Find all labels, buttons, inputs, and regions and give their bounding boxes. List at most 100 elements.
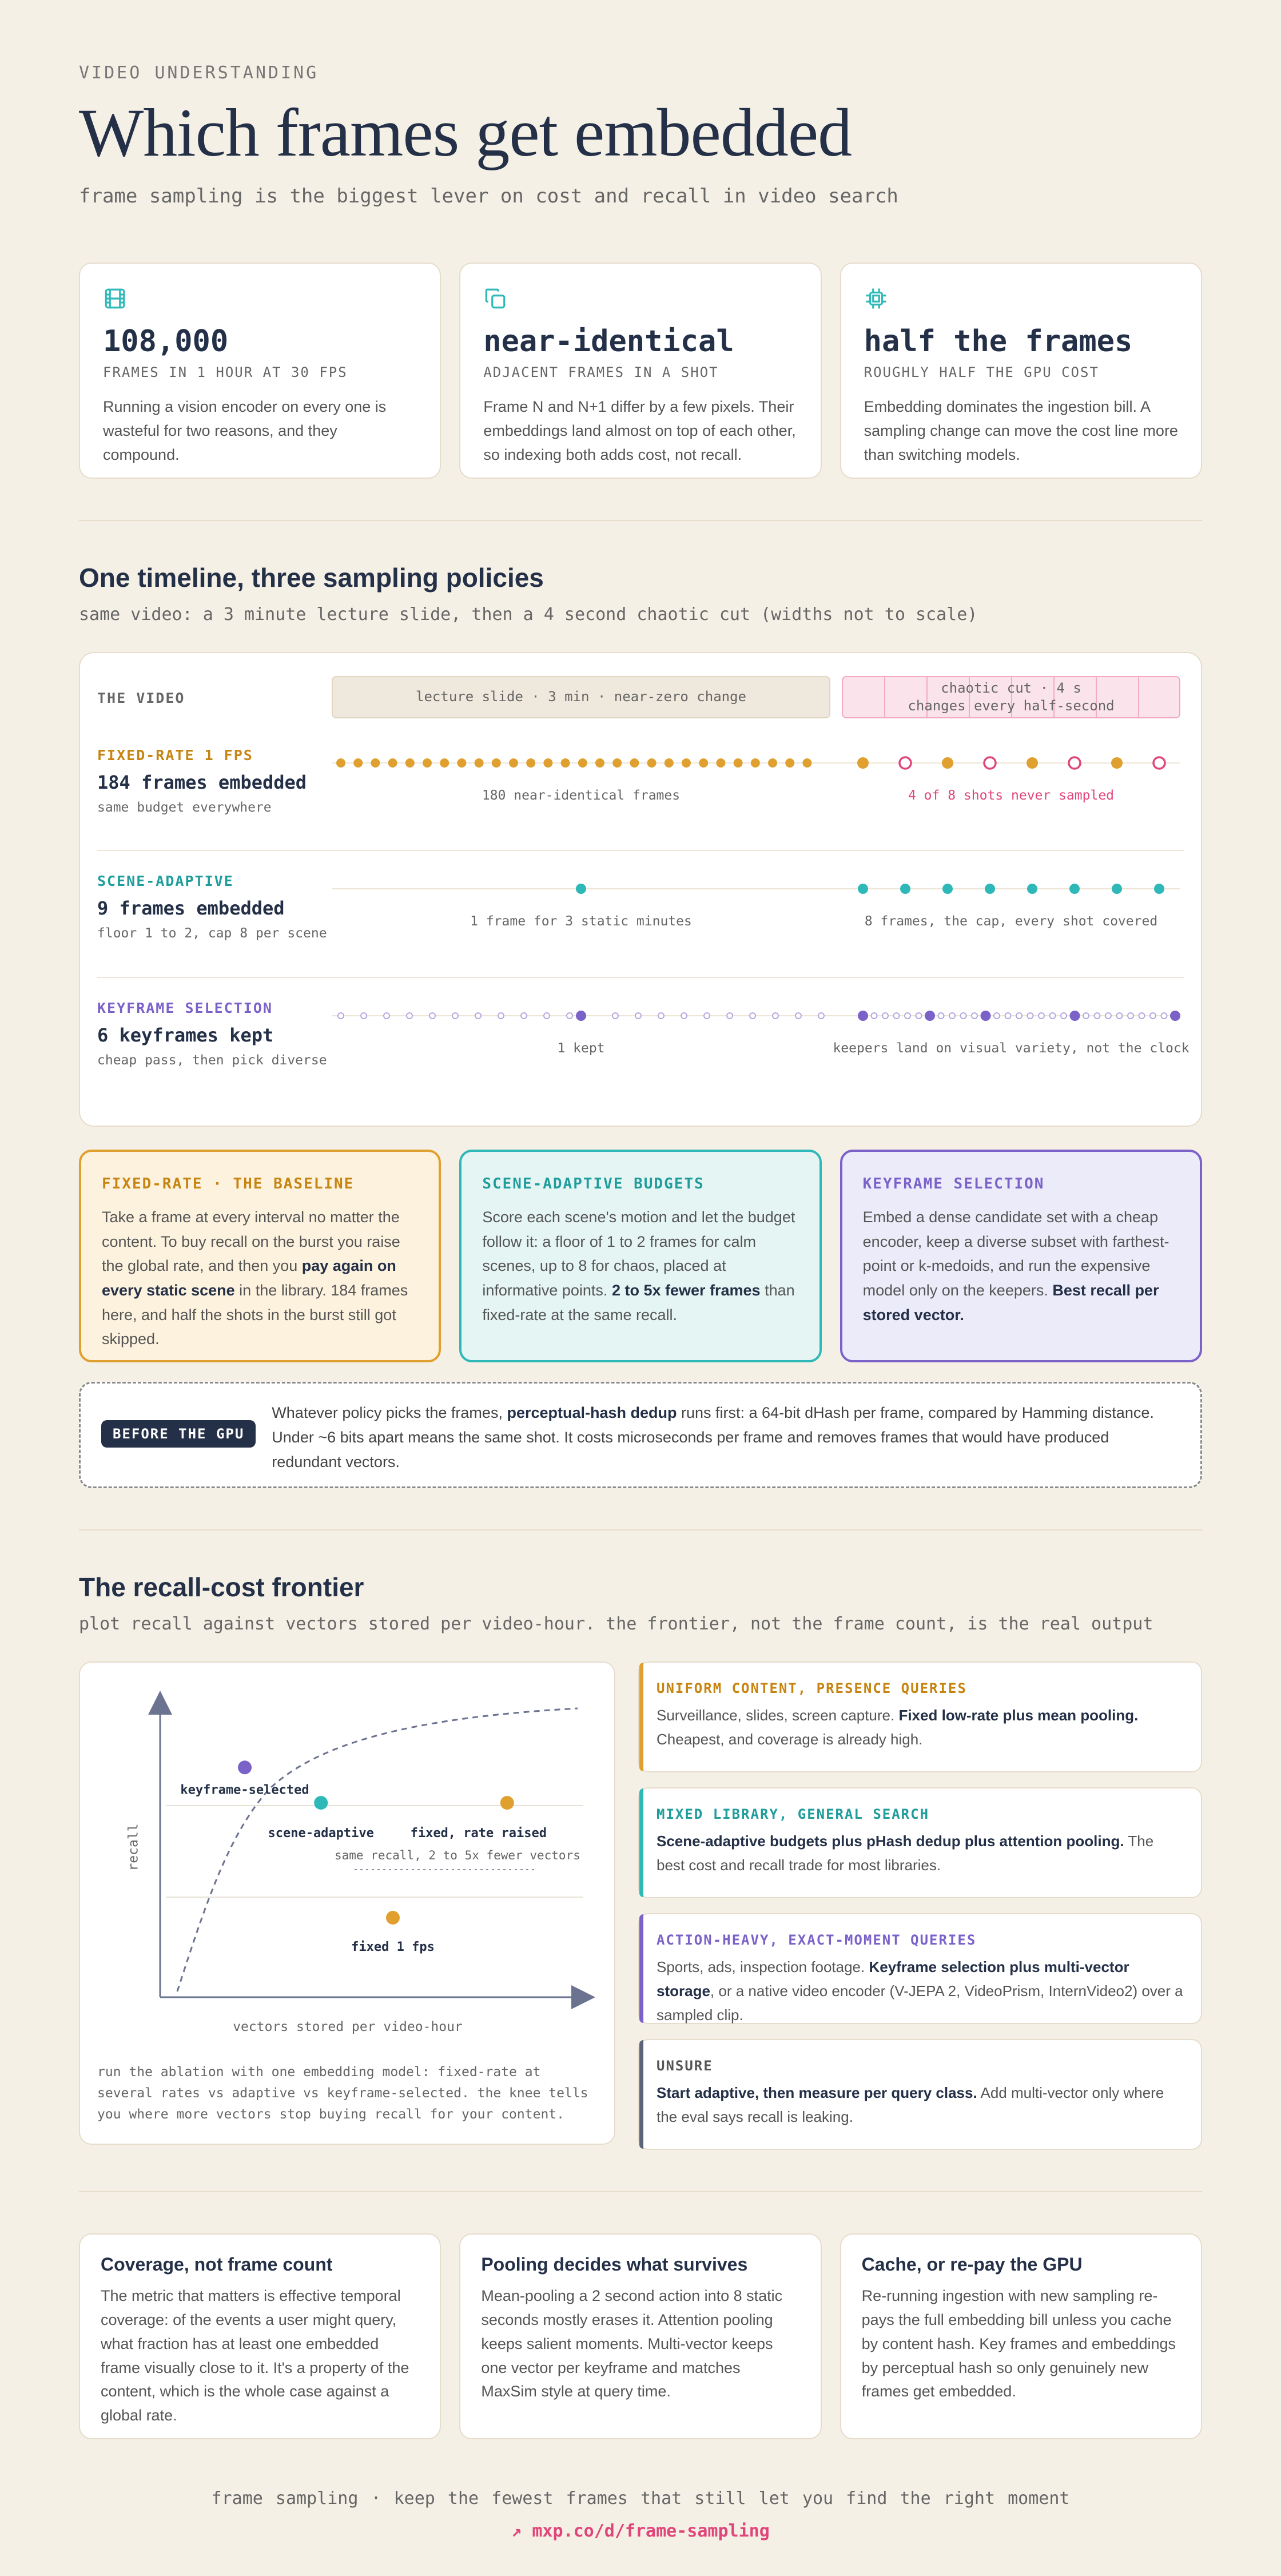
point-label: scene-adaptive	[268, 1826, 373, 1840]
candidate-frame	[971, 1012, 978, 1019]
info-card-text: The metric that matters is effective tem…	[101, 2287, 409, 2424]
timeline-caption: keepers land on visual variety, not the …	[833, 1041, 1190, 1056]
policy-cards: FIXED-RATE · THE BASELINE Take a frame a…	[79, 1150, 1202, 1362]
gpu-text-part: runs first: a 64-bit dHash per frame, co…	[272, 1404, 1154, 1471]
policy-card-scene: SCENE-ADAPTIVE BUDGETS Score each scene'…	[459, 1150, 822, 1362]
lecture-segment: lecture slide · 3 min · near-zero change	[332, 676, 830, 718]
info-card-title: Coverage, not frame count	[101, 2254, 333, 2275]
candidate-frame	[337, 1012, 344, 1019]
guide-text: Add multi-vector only where the eval say…	[657, 2084, 1164, 2125]
candidate-frame	[520, 1012, 527, 1019]
guide-emphasis: Keyframe selection plus multi-vector sto…	[657, 1958, 1129, 1999]
stat-text: Embedding dominates the ingestion bill. …	[864, 398, 1178, 463]
kept-keyframe	[925, 1011, 935, 1021]
bottom-cards: Coverage, not frame count The metric tha…	[79, 2233, 1202, 2439]
sampled-frame	[543, 758, 553, 768]
info-card-text: Mean-pooling a 2 second action into 8 st…	[481, 2287, 783, 2400]
sampled-frame	[440, 758, 449, 768]
stat-caption: ADJACENT FRAMES IN A SHOT	[483, 364, 719, 380]
candidate-frame	[1049, 1012, 1056, 1019]
footer-link[interactable]: ↗ mxp.co/d/frame-sampling	[511, 2521, 770, 2541]
sampled-frame	[509, 758, 518, 768]
sampled-frame	[716, 758, 726, 768]
eyebrow: VIDEO UNDERSTANDING	[79, 63, 319, 83]
guide-text: The best cost and recall trade for most …	[657, 1832, 1154, 1874]
sampled-frame	[474, 758, 484, 768]
candidate-frame	[915, 1012, 922, 1019]
candidate-frame	[498, 1012, 504, 1019]
policy-row-keyframe: KEYFRAME SELECTION 6 keyframes kept chea…	[97, 978, 1190, 1092]
footer-tagline: frame sampling · keep the fewest frames …	[211, 2488, 1070, 2509]
candidate-frame	[703, 1012, 710, 1019]
sampled-frame	[942, 884, 953, 894]
timeline-caption: 180 near-identical frames	[482, 788, 681, 803]
candidate-frame	[818, 1012, 825, 1019]
sampled-frame	[353, 758, 363, 768]
candidate-frame	[795, 1012, 802, 1019]
policy-card-text: in the library. 184 frames here, and hal…	[102, 1282, 408, 1348]
guide-card: UNSURE Start adaptive, then measure per …	[638, 2039, 1202, 2150]
candidate-frame	[1149, 1012, 1156, 1019]
guide-text: , or a native video encoder (V-JEPA 2, V…	[657, 1982, 1183, 2024]
frontier-section: recall keyframe-selected scene-adaptive fi…	[79, 1661, 1202, 2150]
sampled-frame	[578, 758, 587, 768]
frontier-curve	[176, 1707, 578, 1992]
sampled-frame	[750, 758, 760, 768]
sampled-frame	[371, 758, 380, 768]
info-card-title: Cache, or re-pay the GPU	[861, 2254, 1083, 2275]
point-label: keyframe-selected	[180, 1783, 309, 1797]
policy-label: SCENE-ADAPTIVE	[97, 873, 234, 889]
stat-caption: ROUGHLY HALF THE GPU COST	[864, 364, 1099, 380]
policy-card-keyframe: KEYFRAME SELECTION Embed a dense candida…	[840, 1150, 1202, 1362]
frontier-title: The recall-cost frontier	[79, 1572, 364, 1602]
candidate-frame	[360, 1012, 367, 1019]
candidate-frame	[452, 1012, 459, 1019]
sampled-frame	[802, 758, 812, 768]
missed-shot	[983, 756, 997, 770]
guide-emphasis: Start adaptive, then measure per query c…	[657, 2084, 977, 2102]
sampled-frame	[491, 758, 501, 768]
copy-icon	[486, 288, 506, 309]
missed-shot	[1152, 756, 1166, 770]
gpu-text: Whatever policy picks the frames, percep…	[272, 1401, 1180, 1475]
candidate-frame	[1038, 1012, 1045, 1019]
policy-count: 9 frames embedded	[97, 897, 285, 919]
guide-text: Surveillance, slides, screen capture.	[657, 1707, 899, 1724]
candidate-frame	[949, 1012, 956, 1019]
fixed-rate-frame-strip	[332, 756, 1180, 770]
chart-annotation: same recall, 2 to 5x fewer vectors	[335, 1848, 580, 1862]
timeline-caption: 8 frames, the cap, every shot covered	[864, 914, 1158, 929]
timeline-caption: 1 kept	[557, 1041, 605, 1056]
candidate-frame	[1138, 1012, 1145, 1019]
timeline-caption: 1 frame for 3 static minutes	[470, 914, 692, 929]
sampled-frame	[857, 757, 869, 769]
point-label: fixed 1 fps	[351, 1940, 435, 1954]
sampled-frame	[647, 758, 657, 768]
stat-card-gpu: half the frames ROUGHLY HALF THE GPU COS…	[840, 263, 1202, 479]
candidate-frame	[1027, 1012, 1034, 1019]
kept-keyframe	[858, 1011, 868, 1021]
sampled-frame	[858, 884, 868, 894]
guide-title: UNSURE	[657, 2058, 713, 2074]
policy-card-text: Embed a dense candidate set with a cheap…	[862, 1209, 1169, 1299]
divider	[79, 520, 1202, 521]
sampled-frame	[768, 758, 777, 768]
candidate-frame	[635, 1012, 642, 1019]
frontier-point	[314, 1796, 328, 1810]
candidate-frame	[1060, 1012, 1067, 1019]
policy-note: floor 1 to 2, cap 8 per scene	[97, 926, 327, 941]
guide-text: Cheapest, and coverage is already high.	[657, 1730, 923, 1748]
missed-shot	[1068, 756, 1081, 770]
candidate-frame	[882, 1012, 889, 1019]
info-card: Pooling decides what survives Mean-pooli…	[459, 2233, 822, 2439]
candidate-frame	[1116, 1012, 1123, 1019]
y-axis-label: recall	[126, 1823, 141, 1871]
info-card-title: Pooling decides what survives	[481, 2254, 748, 2275]
sampled-frame	[1112, 884, 1122, 894]
gpu-text-part: Whatever policy picks the frames,	[272, 1404, 507, 1421]
stat-value: half the frames	[864, 324, 1133, 359]
missed-shot	[898, 756, 912, 770]
guide-text: Sports, ads, inspection footage.	[657, 1958, 869, 1976]
policy-count: 6 keyframes kept	[97, 1024, 274, 1046]
